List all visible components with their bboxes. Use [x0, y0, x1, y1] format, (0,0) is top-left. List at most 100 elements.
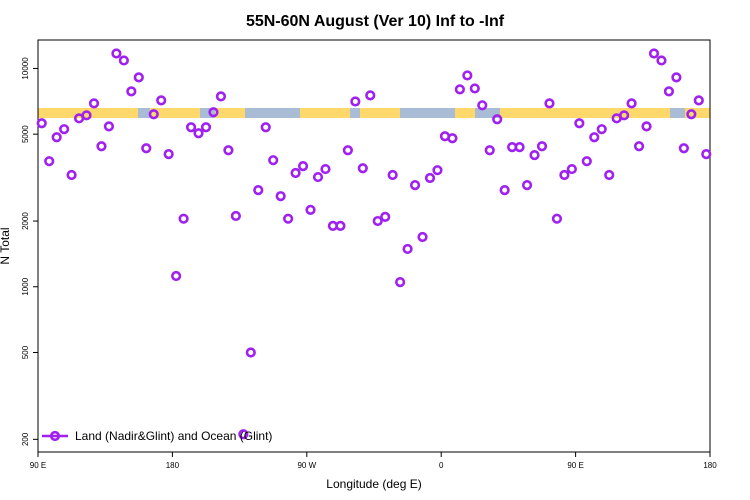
point: [283, 213, 294, 224]
point: [372, 215, 383, 227]
point: [454, 84, 465, 95]
point: [432, 165, 443, 176]
chart-title: 55N-60N August (Ver 10) Inf to -Inf: [246, 13, 505, 30]
point: [402, 243, 413, 255]
legend-label: Land (Nadir&Glint) and Ocean (Glint): [75, 429, 272, 443]
point: [521, 180, 533, 191]
point: [447, 133, 458, 144]
point: [230, 210, 241, 222]
point: [223, 145, 234, 156]
y-tick-label: 10000: [21, 57, 30, 80]
point: [171, 270, 182, 282]
point: [566, 163, 577, 175]
point: [297, 161, 309, 172]
point: [312, 171, 324, 183]
point: [559, 169, 570, 181]
point: [44, 156, 55, 167]
point: [245, 347, 256, 358]
x-tick-label: 0: [439, 461, 444, 470]
point: [215, 91, 227, 102]
point: [626, 98, 637, 109]
point: [253, 185, 264, 196]
point: [36, 118, 47, 129]
point: [462, 70, 473, 81]
plot-frame: [37, 39, 711, 453]
point: [633, 141, 645, 152]
point: [604, 169, 615, 181]
point: [671, 72, 682, 83]
point: [141, 143, 152, 154]
point: [111, 48, 122, 59]
point: [200, 122, 212, 133]
point: [126, 86, 137, 97]
point: [484, 145, 495, 156]
point: [589, 132, 600, 143]
point: [178, 213, 189, 224]
point: [88, 98, 100, 109]
point: [619, 110, 630, 121]
point: [581, 156, 592, 167]
point: [103, 121, 115, 132]
point: [417, 231, 428, 243]
point: [648, 48, 660, 59]
x-tick-label: 90 E: [30, 461, 46, 470]
point: [641, 121, 652, 132]
point: [387, 169, 398, 181]
point: [380, 211, 391, 222]
y-axis-label: N Total: [0, 227, 12, 264]
y-tick-label: 5000: [21, 125, 30, 143]
point: [208, 107, 219, 118]
point: [544, 98, 555, 109]
point: [424, 172, 436, 184]
point: [514, 142, 525, 153]
point: [290, 167, 301, 179]
point: [118, 55, 129, 66]
point: [656, 55, 667, 66]
point: [574, 118, 585, 129]
point: [163, 149, 174, 160]
point: [275, 191, 286, 202]
point: [409, 180, 421, 191]
point: [133, 72, 144, 83]
point: [477, 100, 488, 111]
point: [66, 169, 77, 181]
map-strip: [38, 108, 710, 118]
x-tick-label: 90 W: [297, 461, 316, 470]
point: [678, 143, 689, 154]
point: [260, 122, 271, 133]
point: [59, 124, 70, 135]
point: [81, 110, 92, 121]
point: [365, 90, 376, 101]
point: [357, 163, 368, 174]
point: [350, 96, 361, 107]
point: [596, 124, 607, 135]
point: [395, 277, 406, 288]
y-tick-label: 500: [21, 345, 30, 359]
x-tick-label: 90 E: [567, 461, 583, 470]
x-tick-label: 180: [703, 461, 717, 470]
point: [693, 95, 704, 106]
point: [305, 204, 316, 215]
y-tick-label: 200: [21, 432, 30, 446]
point: [148, 109, 159, 120]
point: [701, 149, 712, 160]
point: [686, 109, 697, 120]
point: [529, 149, 540, 161]
point: [335, 220, 346, 232]
y-tick-label: 1000: [21, 277, 30, 295]
point: [193, 128, 204, 139]
point: [96, 141, 107, 152]
point: [551, 213, 563, 224]
point: [320, 163, 331, 175]
point: [469, 83, 480, 94]
point: [268, 155, 279, 166]
x-axis-label: Longitude (deg E): [326, 477, 421, 491]
point: [342, 145, 353, 156]
x-tick-label: 180: [166, 461, 180, 470]
point: [663, 86, 675, 97]
point: [51, 132, 62, 143]
point: [499, 185, 510, 196]
point: [156, 95, 167, 106]
point: [185, 122, 197, 133]
